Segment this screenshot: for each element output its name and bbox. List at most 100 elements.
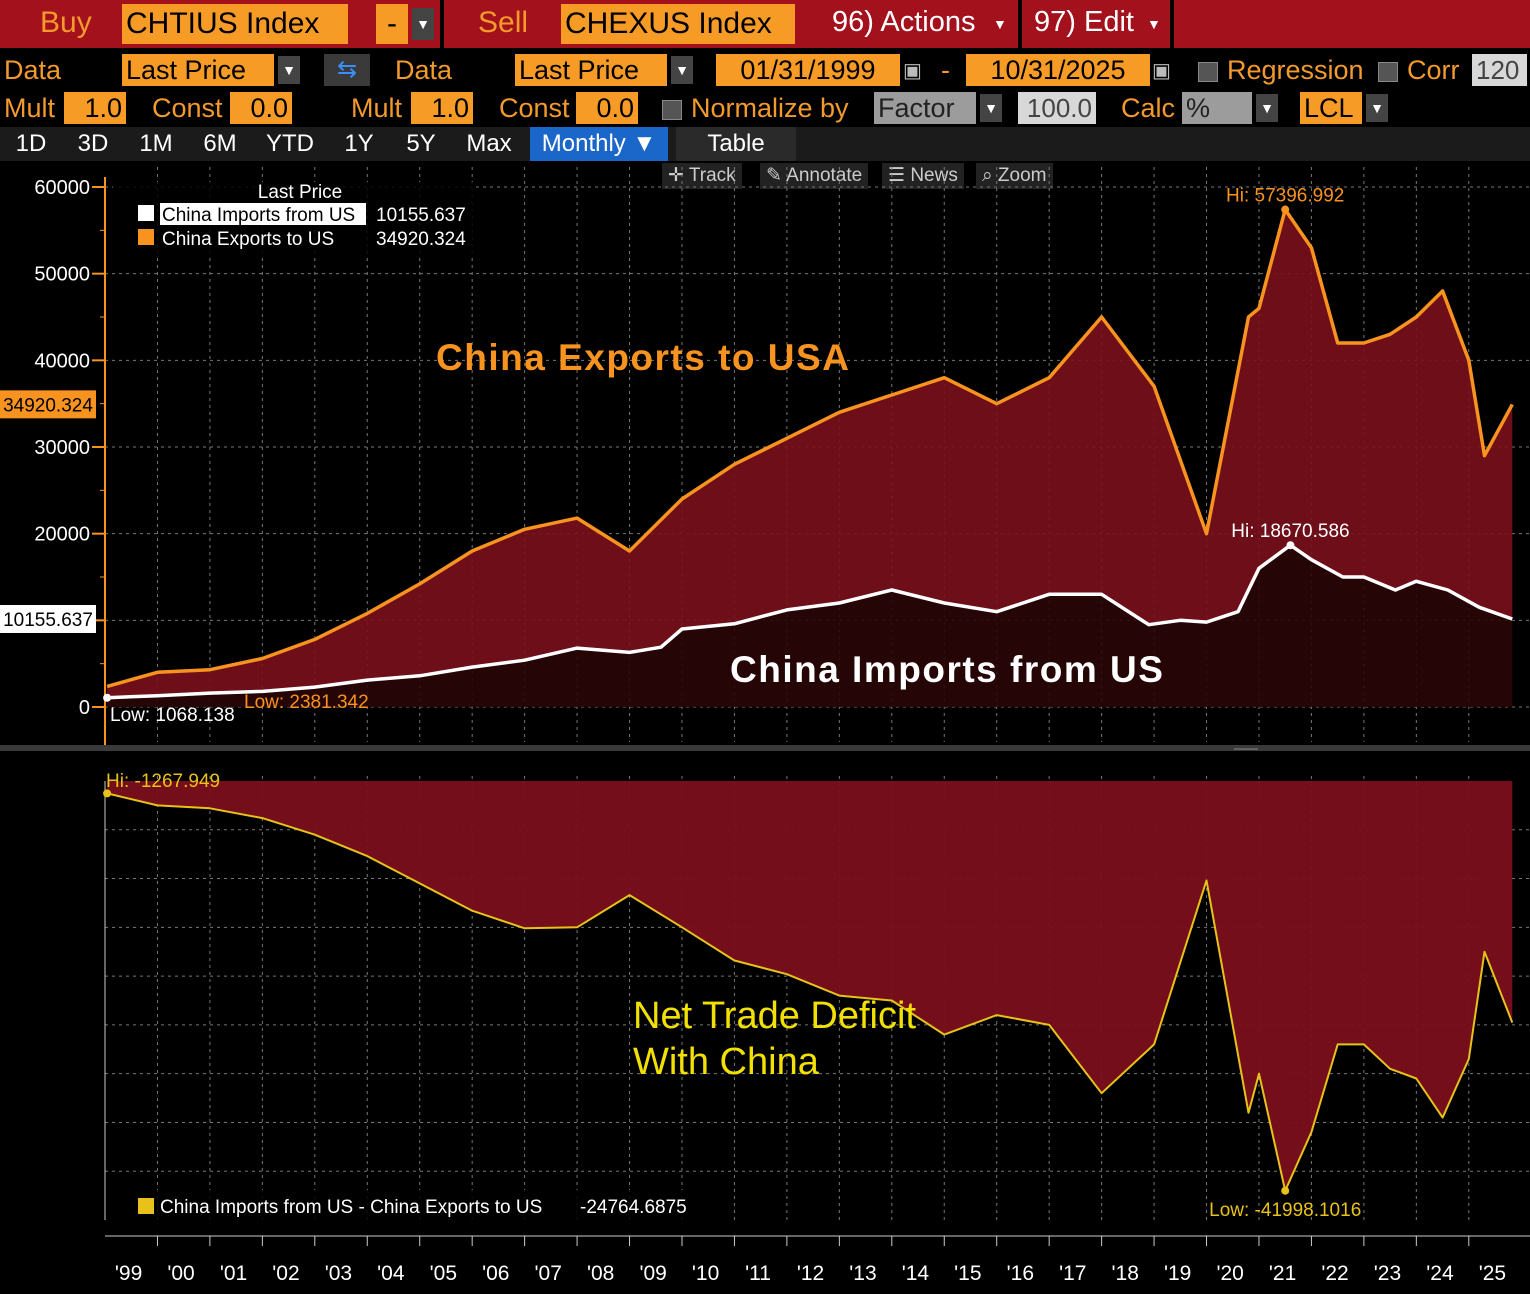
calc-select[interactable]: % [1182,92,1252,124]
bottom-legend-swatch [138,1198,154,1214]
corr-checkbox[interactable] [1378,62,1398,82]
zoom-tool[interactable]: ⌕ Zoom [976,163,1053,189]
currency-dropdown-icon[interactable]: ▼ [1366,94,1388,122]
x-tick-label: '20 [1216,1262,1243,1285]
axes [0,177,1530,1246]
deficit-area-fill [107,781,1513,1191]
legend-exports-name: China Exports to US [162,229,334,250]
start-calendar-icon[interactable]: ▣ [903,60,922,82]
tab-5y[interactable]: 5Y [406,130,436,157]
currency-select[interactable]: LCL [1300,92,1362,124]
legend-title: Last Price [258,182,342,203]
track-tool[interactable]: ✛ Track [662,163,742,189]
actions-menu[interactable]: 96) Actions [832,6,976,38]
normalize-checkbox[interactable] [662,100,682,120]
x-tick-label: '17 [1059,1262,1086,1285]
x-tick-label: '15 [954,1262,981,1285]
table-button[interactable]: Table [676,127,796,161]
x-tick-label: '16 [1007,1262,1034,1285]
corr-label: Corr [1407,55,1460,85]
factor-field[interactable]: 100.0 [1018,92,1096,124]
data1-dropdown-icon[interactable]: ▼ [278,56,300,84]
x-tick-label: '22 [1321,1262,1348,1285]
deficit-hi-label: Hi: -1267.949 [106,771,220,792]
mult1-label: Mult [4,93,56,123]
imports-line [107,543,1513,700]
start-date-field[interactable]: 01/31/1999 [716,54,900,86]
bottom-legend-name: China Imports from US - China Exports to… [160,1197,542,1218]
data2-dropdown-icon[interactable]: ▼ [671,56,693,84]
x-tick-label: '14 [902,1262,930,1285]
tab-6m[interactable]: 6M [203,130,237,157]
annotate-label: Annotate [786,165,863,186]
tab-1m[interactable]: 1M [139,130,173,157]
imports-area-fill [107,545,1513,707]
top-toolbar: Buy CHTIUS Index - ▼ Sell CHEXUS Index 9… [0,0,1530,48]
operator-field[interactable]: - [376,4,408,44]
x-tick-label: '11 [745,1262,771,1285]
tab-3d[interactable]: 3D [77,130,109,157]
trade-chart[interactable]: '99 '00 '01 '02 '03 '04 '05 '06 '07 '08 '09 '10 '11 '… [0,162,1530,1294]
imports-low-marker [103,693,112,702]
deficit-hi-marker [103,789,112,798]
top-panel-areas [106,207,1514,707]
data2-label: Data [395,55,453,85]
x-tick-label: '13 [849,1262,876,1285]
tab-monthly[interactable]: Monthly ▼ [530,127,668,161]
y-tick-label: 30000 [34,437,90,459]
data1-select[interactable]: Last Price [122,54,274,86]
annotate-tool[interactable]: ✎ Annotate [760,163,869,189]
tab-1y[interactable]: 1Y [344,130,374,157]
news-icon: ☰ [888,165,911,186]
end-calendar-icon[interactable]: ▣ [1152,60,1171,82]
data2-select[interactable]: Last Price [515,54,667,86]
corr-window-field[interactable]: 120 [1472,54,1527,86]
deficit-line [106,792,1514,1192]
const1-label: Const [152,93,223,123]
mult2-field[interactable]: 1.0 [411,92,473,124]
deficit-annotation-line1: Net Trade Deficit [633,995,916,1037]
sell-ticker-field[interactable]: CHEXUS Index [561,4,795,44]
bottom-legend-background [113,1190,699,1222]
mult1-field[interactable]: 1.0 [64,92,126,124]
calc-dropdown-icon[interactable]: ▼ [1256,94,1278,122]
x-tick-label: '12 [797,1262,824,1285]
swap-arrows-icon[interactable]: ⇆ [324,54,370,86]
end-date-field[interactable]: 10/31/2025 [966,54,1150,86]
regression-label: Regression [1227,55,1364,85]
y-tick-label: 20000 [34,524,90,546]
buy-label: Buy [40,6,92,39]
normalize-dropdown-icon[interactable]: ▼ [980,94,1002,122]
edit-menu[interactable]: 97) Edit [1034,6,1134,38]
sell-label: Sell [478,6,529,39]
normalize-select[interactable]: Factor [874,92,976,124]
y-tick-label: 0 [79,697,90,719]
exports-low-label: Low: 2381.342 [244,692,369,713]
news-label: News [910,165,958,186]
const2-field[interactable]: 0.0 [576,92,638,124]
x-tick-label: '00 [167,1262,194,1285]
tab-max[interactable]: Max [466,130,512,157]
exports-hi-label: Hi: 57396.992 [1226,186,1344,207]
tab-ytd[interactable]: YTD [266,130,314,157]
legend-imports-value: 10155.637 [376,205,466,226]
x-tick-label: '05 [430,1262,457,1285]
settings-row-data: Data Last Price ▼ ⇆ Data Last Price ▼ 01… [0,52,1530,88]
buy-ticker-field[interactable]: CHTIUS Index [122,4,348,44]
x-tick-label: '06 [482,1262,509,1285]
regression-checkbox[interactable] [1198,62,1218,82]
period-tabs: 1D 3D 1M 6M YTD 1Y 5Y Max Monthly ▼ Tabl… [0,127,1530,161]
legend-exports-swatch [138,229,154,245]
imports-last-tag [0,604,96,633]
y-tick-label: 60000 [34,177,90,199]
mult2-label: Mult [351,93,403,123]
actions-chevron-down-icon: ▼ [993,16,1007,32]
tab-1d[interactable]: 1D [15,130,47,157]
exports-hi-marker [1281,205,1290,214]
news-tool[interactable]: ☰ News [882,163,964,189]
operator-dropdown-icon[interactable]: ▼ [412,8,434,40]
toolbar-divider [440,0,444,48]
toolbar-divider [1170,0,1174,48]
x-tick-label: '23 [1374,1262,1401,1285]
const1-field[interactable]: 0.0 [230,92,292,124]
